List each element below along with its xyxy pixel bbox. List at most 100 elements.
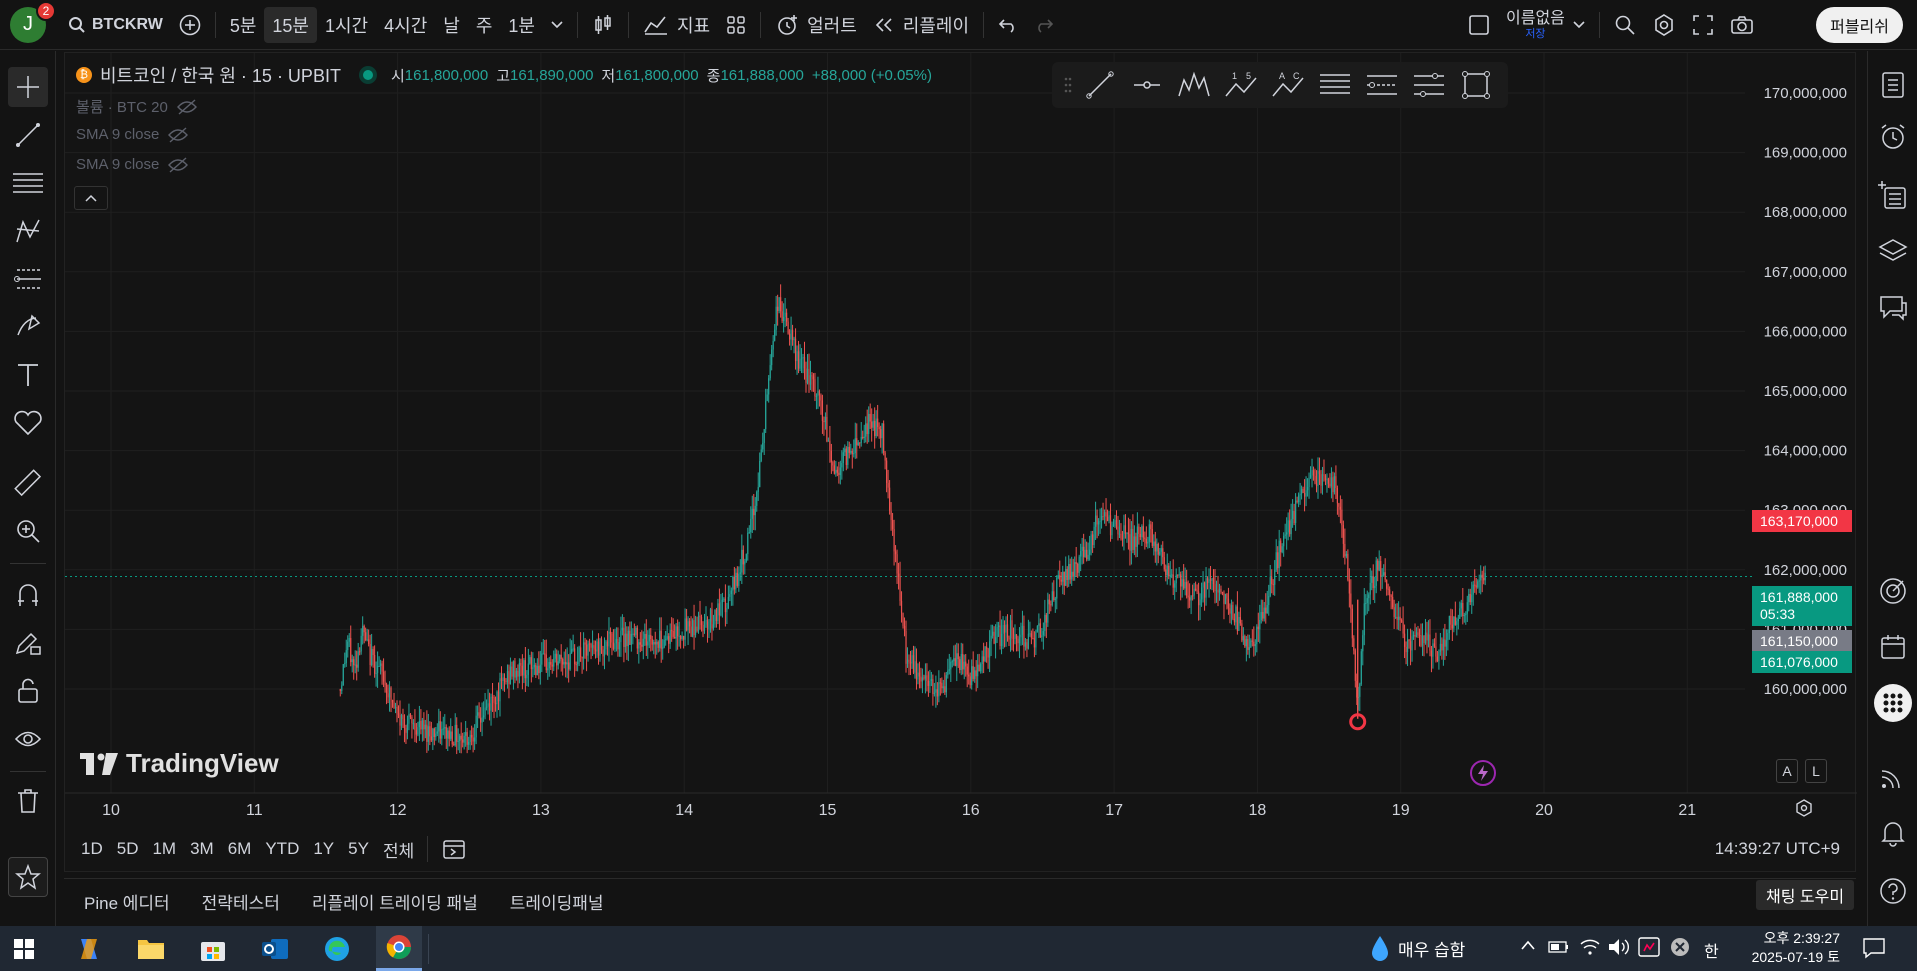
layers-button[interactable] — [1873, 231, 1913, 271]
streams-button[interactable] — [1873, 757, 1913, 797]
products-button[interactable] — [1873, 683, 1913, 723]
range-3m[interactable]: 3M — [190, 839, 214, 858]
notifications-button[interactable] — [1873, 813, 1913, 853]
lightning-marker[interactable] — [1470, 760, 1496, 786]
taskbar-edge[interactable] — [314, 926, 360, 971]
chart-type-button[interactable] — [584, 7, 622, 43]
replay-button[interactable]: 리플레이 — [865, 7, 977, 43]
interval-day[interactable]: 날 — [443, 15, 460, 36]
favorites-tool[interactable] — [8, 857, 48, 897]
taskbar-copilot[interactable] — [66, 926, 112, 971]
tab-pine-editor[interactable]: Pine 에디터 — [84, 894, 170, 913]
sma-legend-2[interactable]: SMA 9 close — [76, 156, 189, 173]
range-all[interactable]: 전체 — [382, 841, 415, 861]
calendar-button[interactable] — [1873, 627, 1913, 667]
layout-dropdown[interactable] — [1565, 7, 1593, 43]
range-6m[interactable]: 6M — [227, 839, 252, 858]
brush-tool[interactable] — [8, 307, 48, 347]
auto-scale-button[interactable]: A — [1776, 759, 1798, 783]
collapse-legend-button[interactable] — [74, 186, 108, 210]
taskbar-store[interactable] — [190, 926, 236, 971]
notification-center[interactable] — [1862, 937, 1886, 964]
range-5d[interactable]: 5D — [116, 839, 139, 858]
remove-drawings-tool[interactable] — [8, 781, 48, 821]
taskbar-chrome[interactable] — [376, 926, 422, 971]
range-1d[interactable]: 1D — [81, 839, 103, 858]
tab-replay-trading[interactable]: 리플레이 트레이딩 패널 — [311, 894, 478, 913]
screenshot-button[interactable] — [1722, 7, 1762, 43]
price-chart[interactable]: 170,000,000 169,000,000 168,000,000 167,000… — [65, 53, 1857, 823]
fib-tool[interactable] — [8, 163, 48, 203]
axis-settings-button[interactable] — [1793, 797, 1815, 819]
interval-week[interactable]: 주 — [475, 15, 493, 36]
symbol-search[interactable]: BTCKRW — [60, 7, 171, 43]
stay-drawing-tool[interactable] — [8, 623, 48, 663]
interval-1m[interactable]: 1분 — [508, 15, 535, 36]
symbol-title[interactable]: 비트코인 / 한국 원 · 15 · UPBIT — [100, 66, 341, 86]
weather-widget[interactable]: 매우 습함 — [1370, 934, 1465, 962]
icon-tool[interactable] — [8, 403, 48, 443]
avatar[interactable]: J 2 — [10, 0, 56, 43]
tray-battery[interactable] — [1548, 940, 1570, 959]
tab-strategy-tester[interactable]: 전략테스터 — [201, 894, 280, 913]
publish-button[interactable]: 퍼블리쉬 — [1816, 7, 1903, 43]
taskbar-outlook[interactable] — [252, 926, 298, 971]
ftool-channel[interactable] — [1358, 72, 1405, 98]
range-1y[interactable]: 1Y — [313, 839, 335, 858]
trendline-tool[interactable] — [8, 115, 48, 155]
chart-pane[interactable]: 170,000,000 169,000,000 168,000,000 167,000… — [64, 52, 1857, 872]
interval-dropdown[interactable] — [543, 7, 571, 43]
drag-handle[interactable] — [1060, 76, 1076, 94]
range-5y[interactable]: 5Y — [348, 839, 369, 858]
redo-button[interactable] — [1026, 7, 1062, 43]
tray-chevron[interactable] — [1520, 938, 1536, 956]
pattern-tool[interactable] — [8, 211, 48, 251]
ftool-fib[interactable] — [1311, 72, 1358, 98]
fullscreen-button[interactable] — [1684, 7, 1722, 43]
log-scale-button[interactable]: L — [1805, 759, 1827, 783]
alerts-panel-button[interactable] — [1873, 117, 1913, 157]
ftool-projection[interactable] — [1405, 72, 1452, 98]
alert-button[interactable]: 얼러트 — [767, 7, 865, 43]
interval-5m[interactable]: 5분 — [229, 15, 257, 36]
text-tool[interactable] — [8, 355, 48, 395]
ftool-trendline[interactable] — [1076, 70, 1123, 100]
range-1m[interactable]: 1M — [152, 839, 177, 858]
tray-app[interactable] — [1638, 937, 1660, 962]
interval-15m[interactable]: 15분 — [264, 6, 317, 43]
add-symbol-button[interactable] — [171, 7, 209, 43]
help-button[interactable] — [1873, 871, 1913, 911]
lock-drawings-tool[interactable] — [8, 671, 48, 711]
layout-toggle[interactable] — [1460, 7, 1498, 43]
taskbar-clock[interactable]: 오후 2:39:27 2025-07-19 토 — [1740, 929, 1840, 967]
ftool-elliott[interactable] — [1170, 70, 1217, 100]
zoom-tool[interactable] — [8, 511, 48, 551]
ftool-rectangle[interactable] — [1452, 70, 1499, 100]
range-ytd[interactable]: YTD — [265, 839, 300, 858]
sma-legend-1[interactable]: SMA 9 close — [76, 126, 189, 143]
interval-1h[interactable]: 1시간 — [324, 15, 369, 36]
hide-drawings-tool[interactable] — [8, 719, 48, 759]
volume-legend[interactable]: 볼륨 · BTC 20 — [76, 96, 198, 117]
crosshair-tool[interactable] — [8, 67, 48, 107]
indicators-button[interactable]: 지표 — [635, 7, 718, 43]
layout-name-block[interactable]: 이름없음 저장 — [1506, 10, 1565, 40]
watchlist-button[interactable] — [1873, 65, 1913, 105]
settings-button[interactable] — [1644, 7, 1684, 43]
start-button[interactable] — [0, 926, 48, 971]
undo-button[interactable] — [990, 7, 1026, 43]
hotlists-button[interactable] — [1873, 571, 1913, 611]
tab-trading-panel[interactable]: 트레이딩패널 — [509, 894, 604, 913]
chats-button[interactable] — [1873, 287, 1913, 327]
measure-tool[interactable] — [8, 463, 48, 503]
object-tree-button[interactable] — [1873, 175, 1913, 215]
tray-volume[interactable] — [1608, 938, 1630, 961]
tray-network[interactable] — [1580, 938, 1600, 961]
goto-date-button[interactable] — [434, 831, 474, 867]
interval-4h[interactable]: 4시간 — [384, 15, 428, 36]
ftool-horizontal-ray[interactable] — [1123, 70, 1170, 100]
ime-indicator[interactable]: 한 — [1704, 944, 1719, 961]
tray-close[interactable] — [1670, 937, 1690, 962]
